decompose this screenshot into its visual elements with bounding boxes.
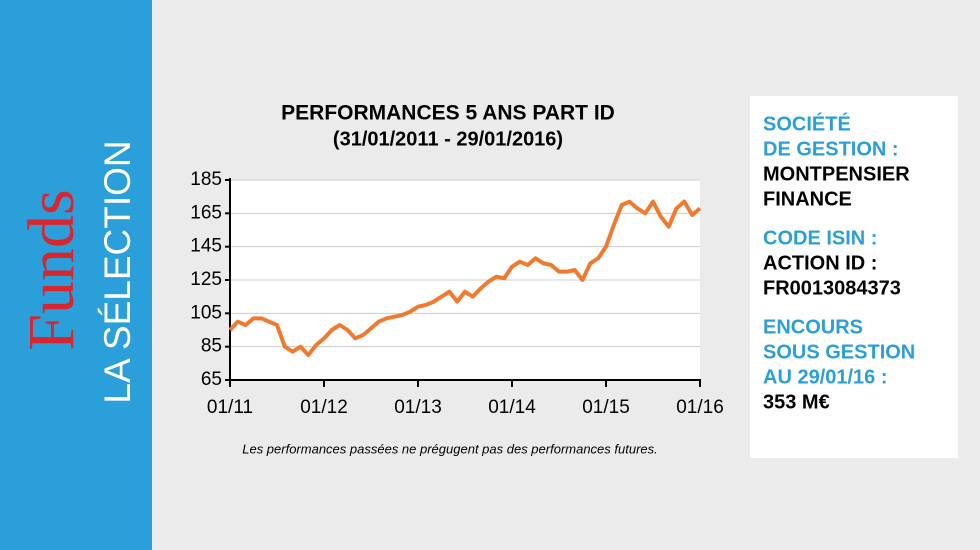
- y-tick-label: 85: [201, 336, 222, 357]
- panel-label: CODE ISIN :: [763, 227, 877, 249]
- x-tick-label: 01/13: [394, 397, 442, 418]
- brand-name: Funds: [15, 189, 88, 350]
- chart-title: PERFORMANCES 5 ANS PART ID: [281, 102, 615, 125]
- x-tick-label: 01/16: [676, 397, 724, 418]
- panel-value: MONTPENSIER: [763, 163, 910, 185]
- brand-subtitle: LA SÉLECTION: [97, 140, 138, 403]
- y-tick-label: 125: [190, 269, 222, 290]
- footnote: Les performances passées ne prégugent pa…: [242, 441, 658, 456]
- panel-value: 353 M€: [763, 391, 830, 413]
- panel-label: ENCOURS: [763, 316, 863, 338]
- y-tick-label: 145: [190, 236, 222, 257]
- side-band: [0, 0, 152, 550]
- x-tick-label: 01/14: [488, 397, 536, 418]
- panel-value: FINANCE: [763, 188, 852, 210]
- panel-label: DE GESTION :: [763, 138, 899, 160]
- chart-subtitle: (31/01/2011 - 29/01/2016): [333, 128, 563, 150]
- data-line: [228, 199, 702, 357]
- panel-label: SOCIÉTÉ: [763, 112, 851, 135]
- x-tick-label: 01/12: [300, 397, 348, 418]
- panel-value: ACTION ID :: [763, 252, 877, 274]
- y-tick-label: 65: [201, 369, 222, 390]
- panel-label: SOUS GESTION: [763, 341, 915, 363]
- info-panel: [750, 96, 958, 458]
- x-tick-label: 01/15: [582, 397, 630, 418]
- y-tick-label: 185: [190, 169, 222, 190]
- x-tick-label: 01/11: [207, 397, 253, 418]
- y-tick-label: 105: [190, 302, 222, 323]
- panel-value: FR0013084373: [763, 277, 901, 299]
- panel-label: AU 29/01/16 :: [763, 366, 888, 388]
- y-tick-label: 165: [190, 202, 222, 223]
